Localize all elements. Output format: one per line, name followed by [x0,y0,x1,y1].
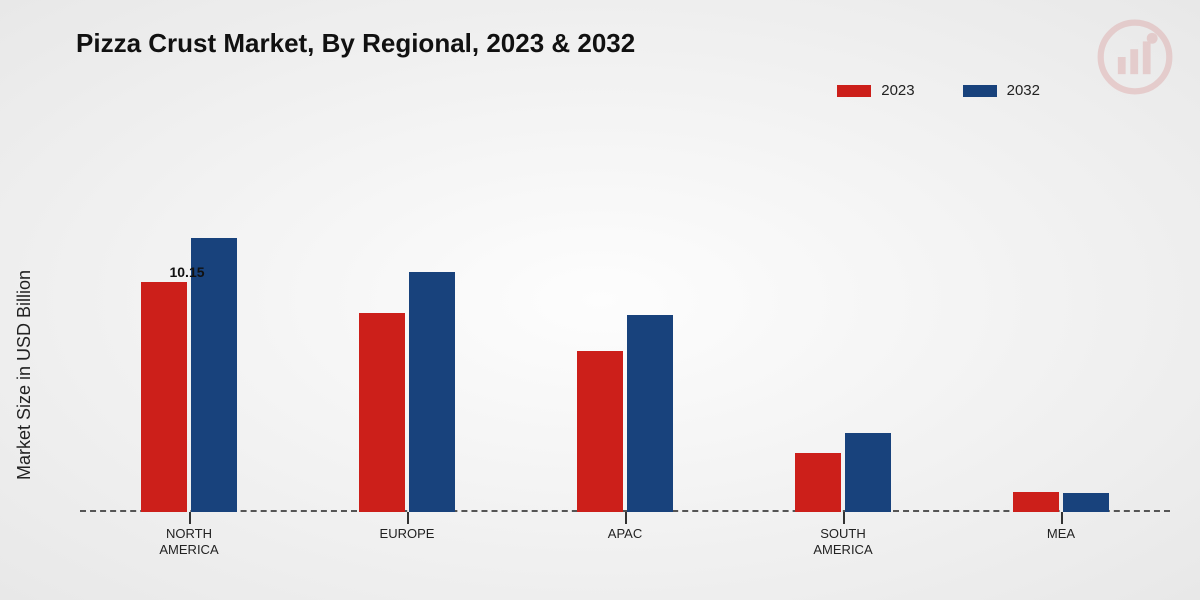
bar-group [1013,492,1109,512]
x-axis-label: MEA [1047,526,1075,542]
bar-2023 [359,313,405,512]
bar-group [359,272,455,512]
legend-swatch-2023 [837,85,871,97]
bar-2032 [1063,493,1109,512]
x-axis-label: APAC [608,526,642,542]
x-axis-label: NORTH AMERICA [159,526,218,559]
legend: 2023 2032 [837,82,1040,99]
legend-label-2023: 2023 [881,82,914,99]
x-tick [189,512,191,524]
legend-swatch-2032 [963,85,997,97]
bar-group [795,433,891,512]
bar-2032 [627,315,673,512]
bar-2023 [141,282,187,512]
plot-area: 10.15NORTH AMERICAEUROPEAPACSOUTH AMERIC… [80,150,1170,512]
bar-2023 [1013,492,1059,512]
watermark-icon [1096,18,1174,96]
chart-title: Pizza Crust Market, By Regional, 2023 & … [76,28,635,59]
x-tick [625,512,627,524]
bar-group [577,315,673,512]
bar-2023 [795,453,841,512]
chart-canvas: Pizza Crust Market, By Regional, 2023 & … [0,0,1200,600]
x-tick [407,512,409,524]
bar-2032 [845,433,891,512]
x-tick [843,512,845,524]
x-axis-label: EUROPE [380,526,435,542]
bar-value-label: 10.15 [169,264,204,280]
bar-2023 [577,351,623,512]
x-tick [1061,512,1063,524]
legend-label-2032: 2032 [1007,82,1040,99]
y-axis-label: Market Size in USD Billion [14,270,35,480]
bar-2032 [409,272,455,512]
x-axis-label: SOUTH AMERICA [813,526,872,559]
legend-item-2023: 2023 [837,82,914,99]
legend-item-2032: 2032 [963,82,1040,99]
